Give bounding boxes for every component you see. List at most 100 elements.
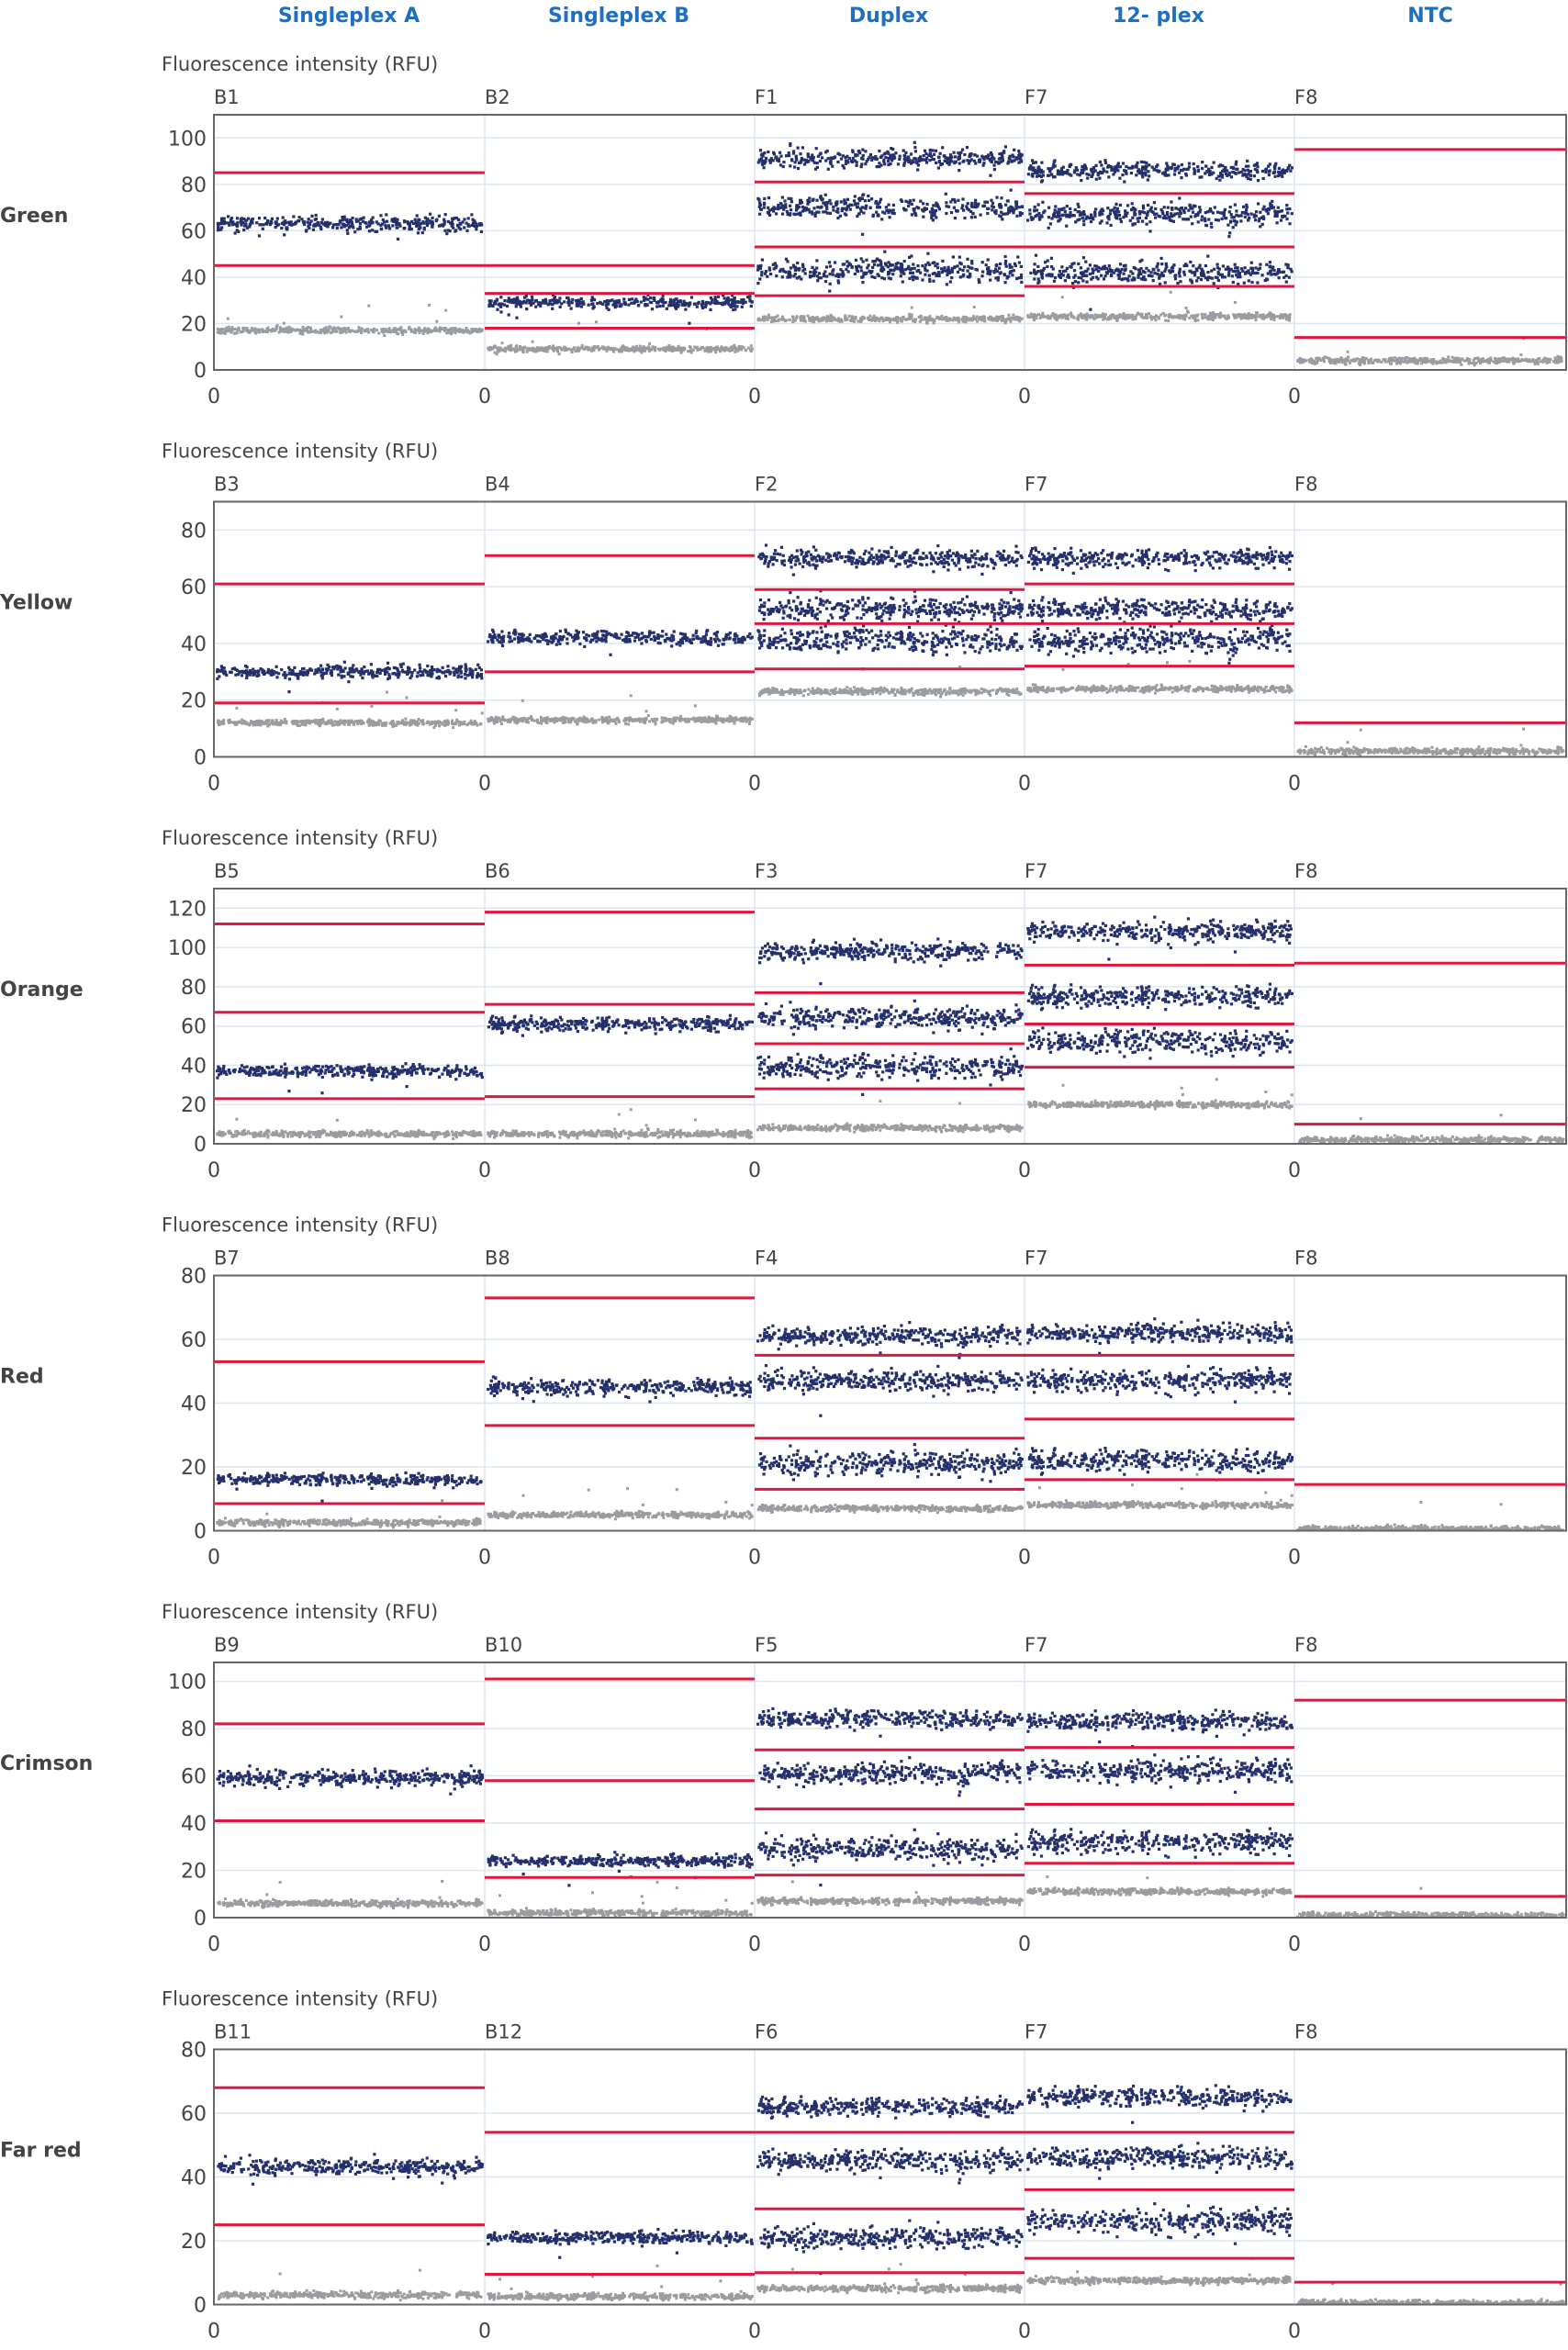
positive-droplet xyxy=(1081,256,1085,260)
negative-droplet xyxy=(710,348,713,352)
negative-droplet xyxy=(1110,314,1113,318)
positive-droplet xyxy=(900,263,904,267)
positive-droplet xyxy=(383,220,386,224)
positive-droplet xyxy=(869,271,873,274)
positive-droplet xyxy=(1085,216,1090,219)
positive-droplet xyxy=(451,222,454,227)
positive-droplet xyxy=(864,162,868,166)
positive-droplet xyxy=(581,300,585,304)
negative-droplet xyxy=(1556,358,1560,362)
positive-droplet xyxy=(734,300,737,304)
positive-droplet xyxy=(384,224,387,228)
positive-droplet xyxy=(1196,220,1200,224)
positive-droplet xyxy=(1125,164,1128,169)
positive-droplet xyxy=(784,257,789,261)
positive-droplet xyxy=(1107,175,1111,179)
positive-droplet xyxy=(263,216,267,220)
positive-droplet xyxy=(915,161,919,164)
positive-droplet xyxy=(846,161,850,164)
negative-droplet xyxy=(812,320,816,324)
positive-droplet xyxy=(829,159,833,162)
positive-droplet xyxy=(1221,264,1225,268)
negative-droplet xyxy=(826,318,830,321)
positive-droplet xyxy=(1266,212,1270,216)
positive-droplet xyxy=(995,196,999,199)
positive-droplet xyxy=(806,198,810,202)
positive-droplet xyxy=(1276,270,1280,274)
negative-droplet xyxy=(612,350,616,353)
positive-droplet xyxy=(1164,262,1168,265)
negative-droplet xyxy=(811,318,814,321)
positive-droplet xyxy=(796,261,800,265)
positive-droplet xyxy=(237,229,241,233)
positive-droplet xyxy=(945,211,948,216)
positive-droplet xyxy=(646,297,650,301)
positive-droplet xyxy=(516,298,520,302)
negative-droplet xyxy=(973,317,976,320)
positive-droplet xyxy=(787,153,791,158)
positive-droplet xyxy=(623,303,627,307)
positive-droplet xyxy=(812,271,815,274)
negative-droplet xyxy=(1061,316,1065,319)
positive-droplet xyxy=(922,215,925,218)
positive-droplet xyxy=(842,207,846,210)
positive-droplet xyxy=(326,220,330,224)
positive-droplet xyxy=(871,214,875,218)
positive-droplet xyxy=(954,155,958,159)
positive-droplet xyxy=(553,297,556,300)
positive-droplet xyxy=(1060,265,1064,269)
positive-droplet xyxy=(475,222,478,226)
positive-droplet xyxy=(910,254,913,258)
positive-droplet xyxy=(1228,231,1232,235)
positive-droplet xyxy=(222,217,226,220)
negative-droplet xyxy=(1283,314,1287,318)
positive-droplet xyxy=(659,298,663,302)
positive-droplet xyxy=(828,264,833,268)
positive-droplet xyxy=(794,208,799,212)
negative-droplet xyxy=(1368,359,1372,363)
positive-droplet xyxy=(782,161,786,164)
positive-droplet xyxy=(1070,214,1073,218)
positive-droplet xyxy=(836,216,840,220)
positive-droplet xyxy=(908,199,912,203)
positive-droplet xyxy=(772,151,776,154)
positive-droplet xyxy=(1105,221,1109,225)
positive-droplet xyxy=(775,212,778,216)
negative-droplet xyxy=(1444,361,1448,364)
x-tick-label: 0 xyxy=(478,386,491,408)
negative-droplet xyxy=(1479,360,1483,364)
positive-droplet xyxy=(902,272,906,275)
positive-droplet xyxy=(1280,209,1284,213)
negative-droplet xyxy=(339,331,342,334)
positive-droplet xyxy=(503,299,507,303)
negative-droplet xyxy=(248,330,252,334)
positive-droplet xyxy=(1219,174,1223,178)
positive-droplet xyxy=(642,296,645,299)
positive-droplet xyxy=(762,166,766,170)
positive-droplet xyxy=(571,297,575,301)
negative-droplet xyxy=(344,330,348,334)
positive-droplet xyxy=(661,304,665,308)
positive-droplet xyxy=(934,149,937,152)
positive-droplet xyxy=(516,299,520,303)
positive-droplet xyxy=(756,267,761,271)
negative-droplet xyxy=(505,347,509,350)
negative-droplet xyxy=(780,318,784,321)
positive-droplet xyxy=(1047,226,1050,229)
positive-droplet xyxy=(301,220,305,224)
positive-droplet xyxy=(1263,278,1267,283)
positive-droplet xyxy=(1182,167,1186,171)
positive-droplet xyxy=(309,219,313,223)
negative-droplet xyxy=(1468,358,1472,361)
negative-droplet xyxy=(987,318,991,321)
positive-droplet xyxy=(239,218,242,221)
positive-droplet xyxy=(970,202,974,207)
positive-droplet xyxy=(789,142,792,146)
positive-droplet xyxy=(722,297,726,300)
positive-droplet xyxy=(864,207,868,210)
positive-droplet xyxy=(820,198,823,202)
well-b2 xyxy=(485,263,755,356)
negative-droplet xyxy=(496,347,499,351)
positive-droplet xyxy=(1152,167,1156,171)
negative-droplet xyxy=(689,346,692,350)
